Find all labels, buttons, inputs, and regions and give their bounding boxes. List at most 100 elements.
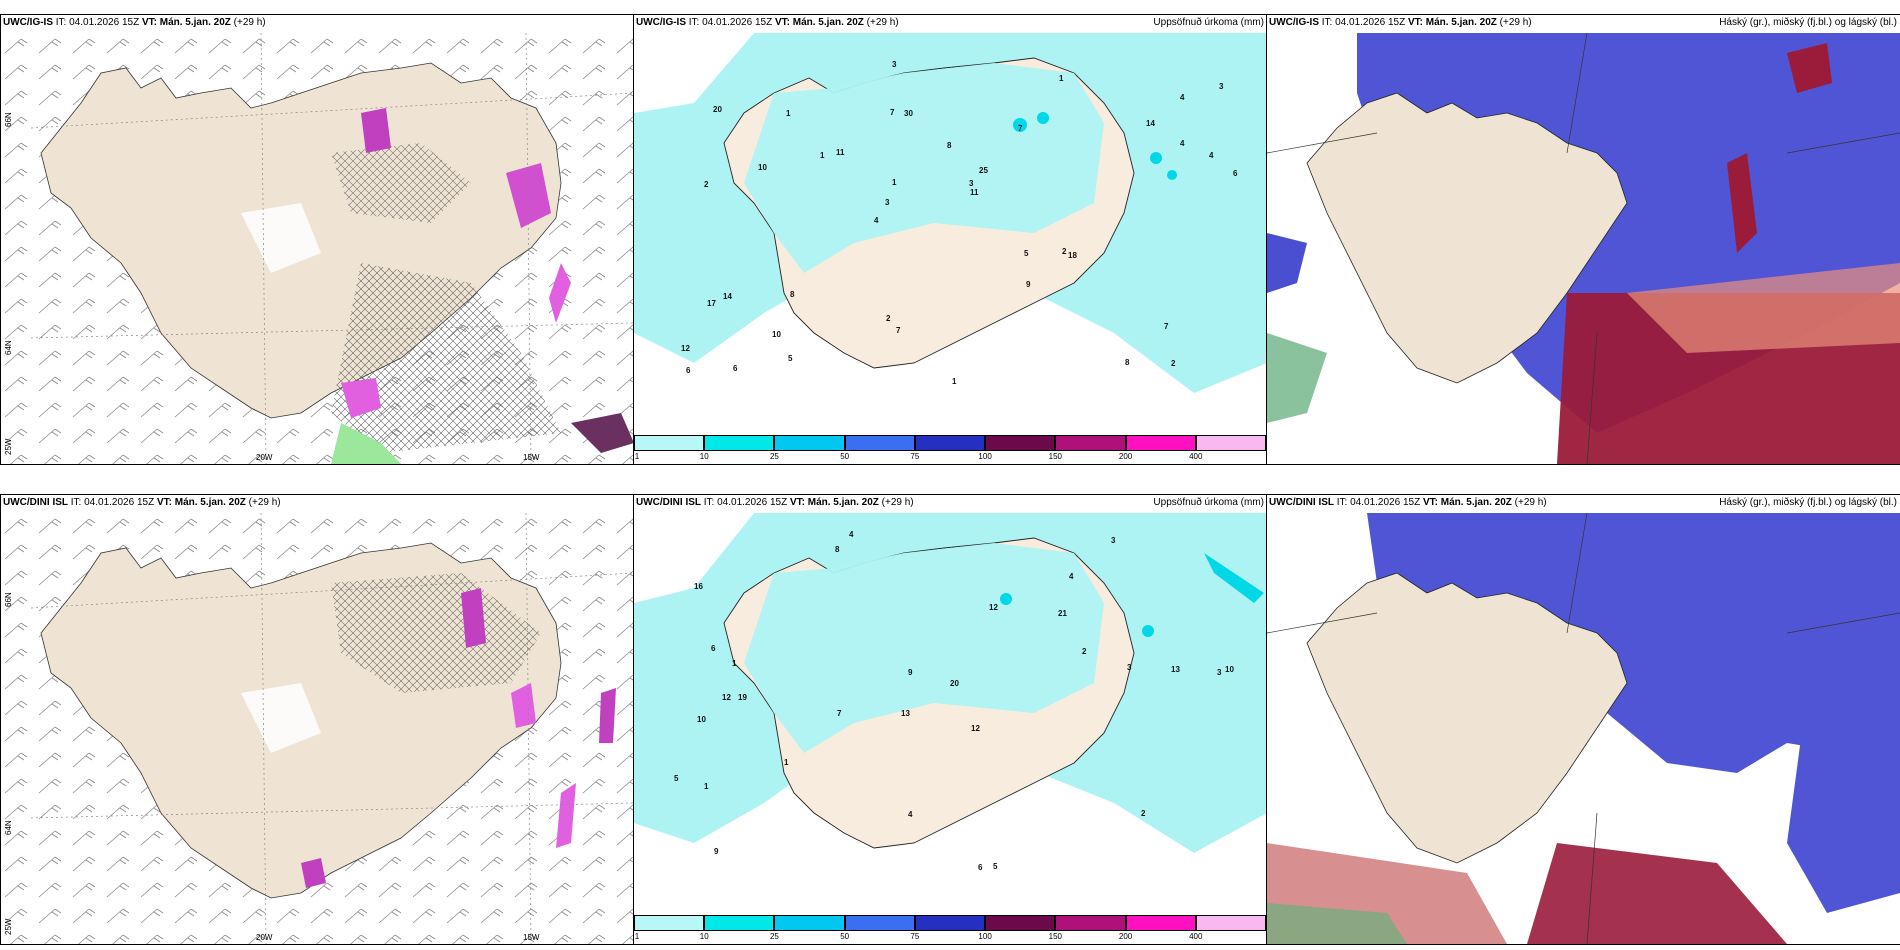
colorbar-segment: [1055, 915, 1126, 931]
precip-value: 9: [714, 847, 719, 856]
precip-value: 5: [1024, 249, 1029, 258]
precip-value: 12: [722, 693, 731, 702]
precip-value: 25: [979, 166, 988, 175]
lat-label: 25W: [4, 438, 13, 455]
panel-subtitle: Háský (gr.), miðský (fj.bl.) og lágský (…: [1719, 17, 1897, 28]
colorbar-segment: [1195, 435, 1266, 451]
colorbar-segment: [844, 915, 915, 931]
precip-colorbar: 1 10 25 50 75 100 150 200 400: [634, 435, 1266, 463]
colorbar-label: 200: [1118, 932, 1133, 941]
iceland-land: [1306, 572, 1628, 864]
panel-title: UWC/IG-IS IT: 04.01.2026 15Z VT: Mán. 5.…: [3, 17, 266, 28]
precip-value: 3: [1217, 668, 1222, 677]
panel-subtitle: Uppsöfnuð úrkoma (mm): [1153, 17, 1264, 28]
colorbar-segment: [985, 915, 1056, 931]
lon-label: 20W: [256, 453, 273, 462]
precip-value: 1: [1059, 74, 1064, 83]
panel-title: UWC/DINI ISL IT: 04.01.2026 15Z VT: Mán.…: [636, 497, 914, 508]
precip-colorbar: 1 10 25 50 75 100 150 200 400: [634, 915, 1266, 943]
cloud-panel-bottom: UWC/DINI ISL IT: 04.01.2026 15Z VT: Mán.…: [1266, 494, 1900, 945]
colorbar-label: 50: [840, 932, 850, 941]
precip-value: 20: [713, 105, 722, 114]
precip-value: 13: [1171, 665, 1180, 674]
precip-value: 5: [674, 774, 679, 783]
colorbar-segment: [704, 915, 775, 931]
colorbar-segment: [1125, 435, 1196, 451]
precip-value: 20: [950, 679, 959, 688]
colorbar-label: 1: [634, 452, 640, 461]
precip-value: 7: [890, 108, 895, 117]
precip-value: 1: [786, 109, 791, 118]
precip-value: 3: [1127, 663, 1132, 672]
precip-value: 4: [849, 530, 854, 539]
colorbar-label: 400: [1189, 452, 1203, 461]
colorbar-label: 100: [978, 932, 992, 941]
precip-value: 1: [704, 782, 709, 791]
colorbar-segment: [1125, 915, 1196, 931]
precip-value: 6: [1233, 169, 1238, 178]
precip-value: 7: [896, 326, 901, 335]
precip-value: 8: [1125, 358, 1130, 367]
lat-label: 25W: [4, 918, 13, 935]
colorbar-segment: [914, 435, 986, 451]
colorbar-label: 25: [769, 932, 779, 941]
precip-value: 18: [1068, 251, 1077, 260]
panel-title: UWC/DINI ISL IT: 04.01.2026 15Z VT: Mán.…: [3, 497, 281, 508]
precip-value: 17: [707, 299, 716, 308]
colorbar-label: 25: [769, 452, 779, 461]
colorbar-label: 400: [1189, 932, 1203, 941]
precip-value: 12: [971, 724, 980, 733]
precip-value: 6: [686, 366, 691, 375]
cloud-map: [1267, 513, 1900, 944]
precip-value: 3: [885, 198, 890, 207]
precip-value: 1: [820, 151, 825, 160]
cloud-panel-top: UWC/IG-IS IT: 04.01.2026 15Z VT: Mán. 5.…: [1266, 14, 1900, 465]
precip-value: 8: [947, 141, 952, 150]
colorbar-label: 200: [1118, 452, 1133, 461]
colorbar-segment: [634, 435, 705, 451]
panel-title: UWC/IG-IS IT: 04.01.2026 15Z VT: Mán. 5.…: [1269, 17, 1532, 28]
precip-value: 9: [1026, 280, 1031, 289]
panel-title: UWC/DINI ISL IT: 04.01.2026 15Z VT: Mán.…: [1269, 497, 1547, 508]
wind-panel-top: UWC/IG-IS IT: 04.01.2026 15Z VT: Mán. 5.…: [0, 14, 635, 465]
colorbar-segment: [634, 915, 705, 931]
lon-label: 15W: [523, 453, 540, 462]
colorbar-segment: [1195, 915, 1266, 931]
precip-value: 6: [733, 364, 738, 373]
panel-subtitle: Uppsöfnuð úrkoma (mm): [1153, 497, 1264, 508]
lat-label: 64N: [4, 820, 13, 835]
precip-value: 7: [1164, 322, 1169, 331]
precip-value: 7: [837, 709, 842, 718]
wind-panel-bottom: UWC/DINI ISL IT: 04.01.2026 15Z VT: Mán.…: [0, 494, 635, 945]
lat-label: 66N: [4, 112, 13, 127]
colorbar-label: 10: [699, 932, 709, 941]
cloud-map: [1267, 33, 1900, 464]
precip-value: 19: [738, 693, 747, 702]
precip-value: 8: [835, 545, 840, 554]
precip-value: 14: [1146, 119, 1155, 128]
colorbar-segment: [704, 435, 775, 451]
colorbar-label: 1: [634, 932, 640, 941]
precip-value: 1: [732, 659, 737, 668]
precip-value: 3: [969, 179, 974, 188]
colorbar-segment: [914, 915, 986, 931]
precip-value: 30: [904, 109, 913, 118]
precip-value: 16: [694, 582, 703, 591]
precip-value: 5: [788, 354, 793, 363]
colorbar-label: 75: [910, 452, 920, 461]
precip-value: 4: [1180, 139, 1185, 148]
iceland-land: [1306, 92, 1628, 384]
panel-subtitle: Háský (gr.), miðský (fj.bl.) og lágský (…: [1719, 497, 1897, 508]
precip-value: 11: [836, 148, 845, 157]
colorbar-label: 150: [1048, 452, 1063, 461]
precip-value: 6: [978, 863, 983, 872]
precip-value: 10: [1225, 665, 1234, 674]
precip-value: 4: [1209, 151, 1214, 160]
panel-title: UWC/IG-IS IT: 04.01.2026 15Z VT: Mán. 5.…: [636, 17, 899, 28]
precip-panel-top: UWC/IG-IS IT: 04.01.2026 15Z VT: Mán. 5.…: [633, 14, 1268, 465]
precip-value: 3: [1111, 536, 1116, 545]
precip-value: 4: [874, 216, 879, 225]
precip-map: 2244767814111210302518203654321118872111…: [634, 33, 1267, 433]
colorbar-label: 50: [840, 452, 850, 461]
colorbar-segment: [774, 915, 845, 931]
